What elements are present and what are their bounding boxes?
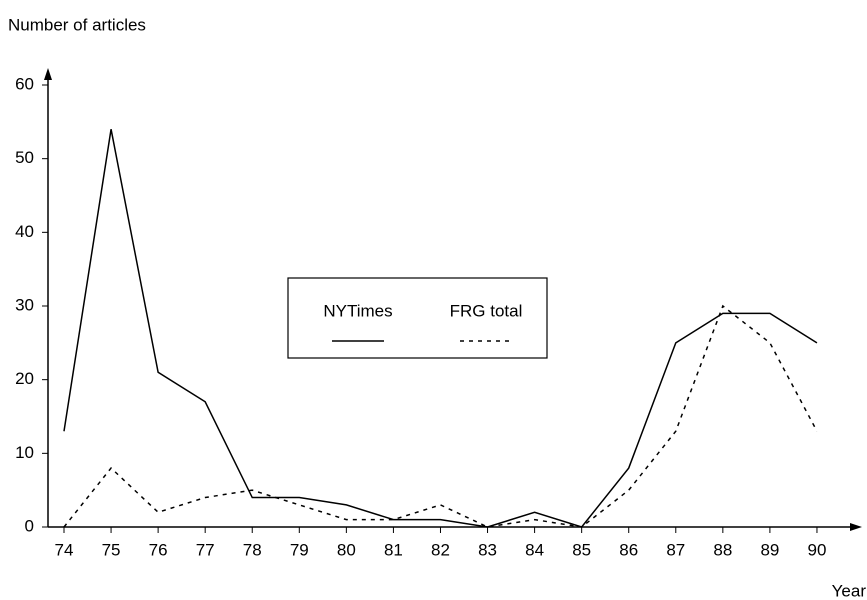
x-tick-label: 84 xyxy=(525,540,544,559)
line xyxy=(63,129,818,528)
y-tick-label: 20 xyxy=(15,369,34,388)
x-tick-label: 82 xyxy=(431,540,450,559)
legend-box xyxy=(287,277,548,359)
x-tick-label: 74 xyxy=(55,540,74,559)
y-tick-label: 60 xyxy=(15,74,34,93)
x-tick-label: 85 xyxy=(572,540,591,559)
x-axis-label: Year xyxy=(832,581,867,600)
y-axis-label: Number of articles xyxy=(8,15,146,34)
x-tick-label: 81 xyxy=(384,540,403,559)
x-tick-label: 86 xyxy=(619,540,638,559)
y-axis-arrow xyxy=(44,68,52,80)
y-tick-label: 10 xyxy=(15,443,34,462)
x-tick-label: 76 xyxy=(149,540,168,559)
x-tick-label: 90 xyxy=(807,540,826,559)
line xyxy=(63,304,818,528)
y-tick-label: 30 xyxy=(15,295,34,314)
x-tick-label: 79 xyxy=(290,540,309,559)
y-tick-label: 40 xyxy=(15,222,34,241)
y-tick-label: 50 xyxy=(15,148,34,167)
y-tick-label: 0 xyxy=(25,516,34,535)
x-tick-label: 80 xyxy=(337,540,356,559)
x-axis-arrow xyxy=(850,523,862,531)
x-tick-label: 75 xyxy=(102,540,121,559)
x-tick-label: 88 xyxy=(713,540,732,559)
x-tick-label: 83 xyxy=(478,540,497,559)
x-tick-label: 78 xyxy=(243,540,262,559)
x-tick-label: 89 xyxy=(760,540,779,559)
x-tick-label: 87 xyxy=(666,540,685,559)
legend-label: NYTimes xyxy=(323,301,392,320)
x-tick-label: 77 xyxy=(196,540,215,559)
legend-label: FRG total xyxy=(450,301,523,320)
